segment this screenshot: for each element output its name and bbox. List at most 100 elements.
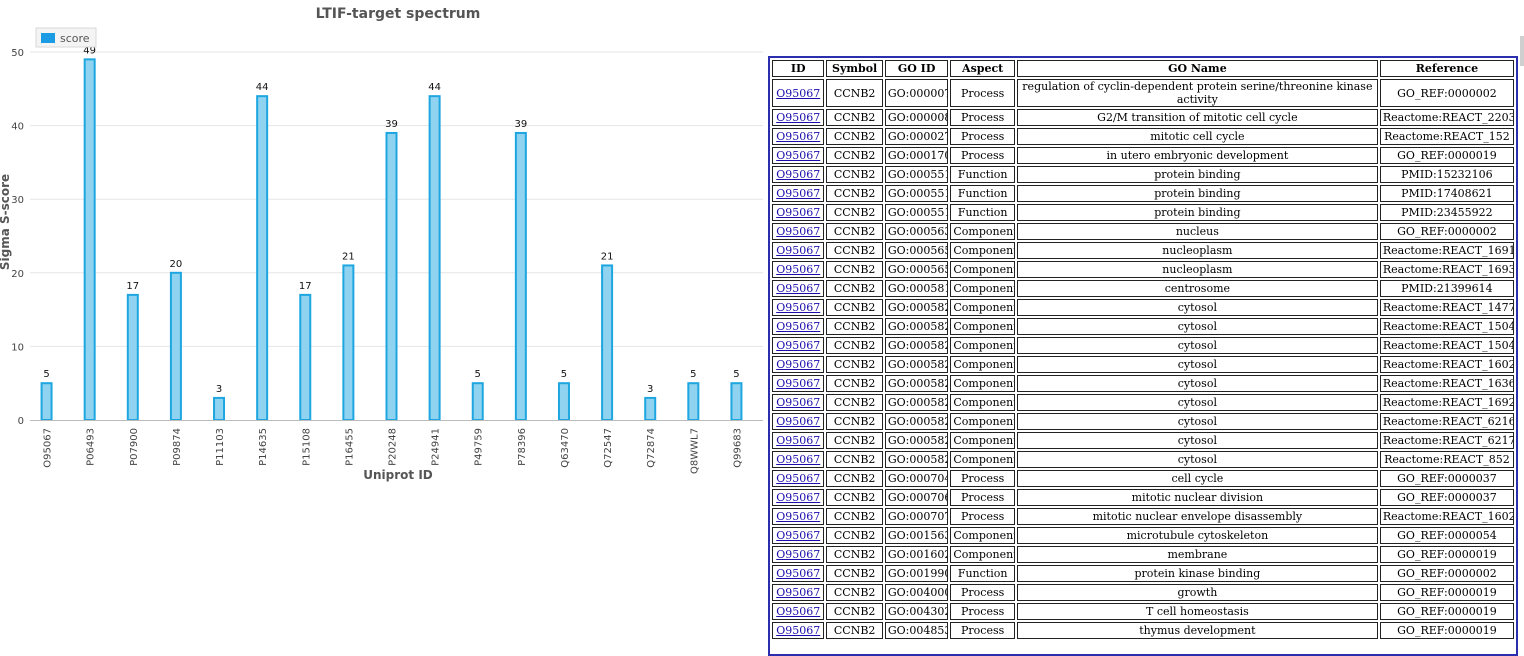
uniprot-id-cell[interactable]: O95067 bbox=[772, 508, 825, 525]
uniprot-id-link[interactable]: O95067 bbox=[776, 86, 821, 100]
uniprot-id-link[interactable]: O95067 bbox=[776, 263, 821, 276]
uniprot-id-link[interactable]: O95067 bbox=[776, 510, 821, 523]
table-cell: CCNB2 bbox=[826, 584, 883, 601]
bar-Q8WWL7[interactable] bbox=[687, 382, 700, 422]
uniprot-id-cell[interactable]: O95067 bbox=[772, 109, 825, 126]
table-cell: GO_REF:0000054 bbox=[1379, 527, 1514, 544]
table-cell: cytosol bbox=[1016, 299, 1378, 316]
uniprot-id-link[interactable]: O95067 bbox=[776, 586, 821, 599]
bar-O95067[interactable] bbox=[40, 382, 53, 422]
bar-P14635[interactable] bbox=[256, 95, 269, 421]
uniprot-id-link[interactable]: O95067 bbox=[776, 206, 821, 219]
bar-P20248[interactable] bbox=[385, 131, 398, 422]
uniprot-id-cell[interactable]: O95067 bbox=[772, 299, 825, 316]
uniprot-id-link[interactable]: O95067 bbox=[776, 491, 821, 504]
bar-Q72874[interactable] bbox=[644, 396, 657, 422]
uniprot-id-cell[interactable]: O95067 bbox=[772, 79, 825, 107]
go-annotation-panel[interactable]: ID Symbol GO ID Aspect GO Name Reference O950… bbox=[768, 56, 1518, 656]
uniprot-id-cell[interactable]: O95067 bbox=[772, 166, 825, 183]
uniprot-id-cell[interactable]: O95067 bbox=[772, 261, 825, 278]
uniprot-id-cell[interactable]: O95067 bbox=[772, 584, 825, 601]
bar-P11103[interactable] bbox=[213, 396, 226, 422]
uniprot-id-link[interactable]: O95067 bbox=[776, 396, 821, 409]
bar-P06493[interactable] bbox=[83, 58, 96, 422]
uniprot-id-link[interactable]: O95067 bbox=[776, 377, 821, 390]
table-row: O95067 CCNB2GO:0005829ComponentcytosolRea… bbox=[772, 432, 1514, 449]
uniprot-id-cell[interactable]: O95067 bbox=[772, 470, 825, 487]
y-tick-label: 20 bbox=[11, 269, 24, 280]
uniprot-id-link[interactable]: O95067 bbox=[776, 472, 821, 485]
uniprot-id-cell[interactable]: O95067 bbox=[772, 147, 825, 164]
table-row: O95067 CCNB2GO:0015630Componentmicrotubul… bbox=[772, 527, 1514, 544]
uniprot-id-cell[interactable]: O95067 bbox=[772, 413, 825, 430]
table-cell: cytosol bbox=[1016, 451, 1378, 468]
uniprot-id-link[interactable]: O95067 bbox=[776, 453, 821, 466]
table-row: O95067 CCNB2GO:0040007ProcessgrowthGO_REF… bbox=[772, 584, 1514, 601]
table-cell: PMID:17408621 bbox=[1379, 185, 1514, 202]
uniprot-id-link[interactable]: O95067 bbox=[776, 434, 821, 447]
scrollbar[interactable] bbox=[1520, 36, 1524, 66]
uniprot-id-link[interactable]: O95067 bbox=[776, 168, 821, 181]
x-tick-label: P20248 bbox=[388, 428, 399, 466]
bar-P78396[interactable] bbox=[514, 131, 527, 422]
table-cell: Function bbox=[950, 204, 1015, 221]
uniprot-id-link[interactable]: O95067 bbox=[776, 244, 821, 257]
uniprot-id-cell[interactable]: O95067 bbox=[772, 242, 825, 259]
uniprot-id-link[interactable]: O95067 bbox=[776, 548, 821, 561]
uniprot-id-cell[interactable]: O95067 bbox=[772, 622, 825, 639]
uniprot-id-link[interactable]: O95067 bbox=[776, 358, 821, 371]
bar-P24941[interactable] bbox=[428, 95, 441, 421]
bar-P09874[interactable] bbox=[169, 271, 182, 421]
uniprot-id-cell[interactable]: O95067 bbox=[772, 489, 825, 506]
uniprot-id-link[interactable]: O95067 bbox=[776, 415, 821, 428]
uniprot-id-cell[interactable]: O95067 bbox=[772, 394, 825, 411]
bar-Q72547[interactable] bbox=[601, 264, 614, 421]
table-cell: GO:0005654 bbox=[884, 242, 949, 259]
uniprot-id-link[interactable]: O95067 bbox=[776, 111, 821, 124]
bar-Q63470[interactable] bbox=[557, 382, 570, 422]
uniprot-id-cell[interactable]: O95067 bbox=[772, 451, 825, 468]
uniprot-id-link[interactable]: O95067 bbox=[776, 339, 821, 352]
x-tick-label: Q8WWL7 bbox=[689, 428, 700, 474]
uniprot-id-cell[interactable]: O95067 bbox=[772, 204, 825, 221]
data-label: 3 bbox=[216, 384, 222, 395]
table-cell: centrosome bbox=[1016, 280, 1378, 297]
uniprot-id-cell[interactable]: O95067 bbox=[772, 565, 825, 582]
x-tick-label: O95067 bbox=[43, 428, 54, 468]
bar-P15108[interactable] bbox=[299, 293, 312, 422]
uniprot-id-cell[interactable]: O95067 bbox=[772, 185, 825, 202]
uniprot-id-link[interactable]: O95067 bbox=[776, 624, 821, 637]
uniprot-id-link[interactable]: O95067 bbox=[776, 320, 821, 333]
bar-Q99683[interactable] bbox=[730, 382, 743, 422]
bar-P16455[interactable] bbox=[342, 264, 355, 421]
uniprot-id-cell[interactable]: O95067 bbox=[772, 280, 825, 297]
uniprot-id-link[interactable]: O95067 bbox=[776, 282, 821, 295]
bar-P49759[interactable] bbox=[471, 382, 484, 422]
chart-legend[interactable]: score bbox=[35, 27, 97, 48]
bar-P07900[interactable] bbox=[126, 293, 139, 422]
uniprot-id-cell[interactable]: O95067 bbox=[772, 546, 825, 563]
uniprot-id-link[interactable]: O95067 bbox=[776, 301, 821, 314]
uniprot-id-cell[interactable]: O95067 bbox=[772, 432, 825, 449]
uniprot-id-link[interactable]: O95067 bbox=[776, 149, 821, 162]
uniprot-id-cell[interactable]: O95067 bbox=[772, 603, 825, 620]
uniprot-id-link[interactable]: O95067 bbox=[776, 567, 821, 580]
uniprot-id-cell[interactable]: O95067 bbox=[772, 318, 825, 335]
uniprot-id-link[interactable]: O95067 bbox=[776, 187, 821, 200]
uniprot-id-cell[interactable]: O95067 bbox=[772, 356, 825, 373]
uniprot-id-cell[interactable]: O95067 bbox=[772, 375, 825, 392]
table-cell: GO:0005654 bbox=[884, 261, 949, 278]
uniprot-id-link[interactable]: O95067 bbox=[776, 225, 821, 238]
uniprot-id-cell[interactable]: O95067 bbox=[772, 527, 825, 544]
uniprot-id-link[interactable]: O95067 bbox=[776, 130, 821, 143]
table-cell: GO_REF:0000019 bbox=[1379, 546, 1514, 563]
uniprot-id-link[interactable]: O95067 bbox=[776, 529, 821, 542]
table-cell: Reactome:REACT_152 bbox=[1379, 128, 1514, 145]
table-cell: in utero embryonic development bbox=[1016, 147, 1378, 164]
uniprot-id-link[interactable]: O95067 bbox=[776, 605, 821, 618]
uniprot-id-cell[interactable]: O95067 bbox=[772, 128, 825, 145]
uniprot-id-cell[interactable]: O95067 bbox=[772, 223, 825, 240]
uniprot-id-cell[interactable]: O95067 bbox=[772, 337, 825, 354]
